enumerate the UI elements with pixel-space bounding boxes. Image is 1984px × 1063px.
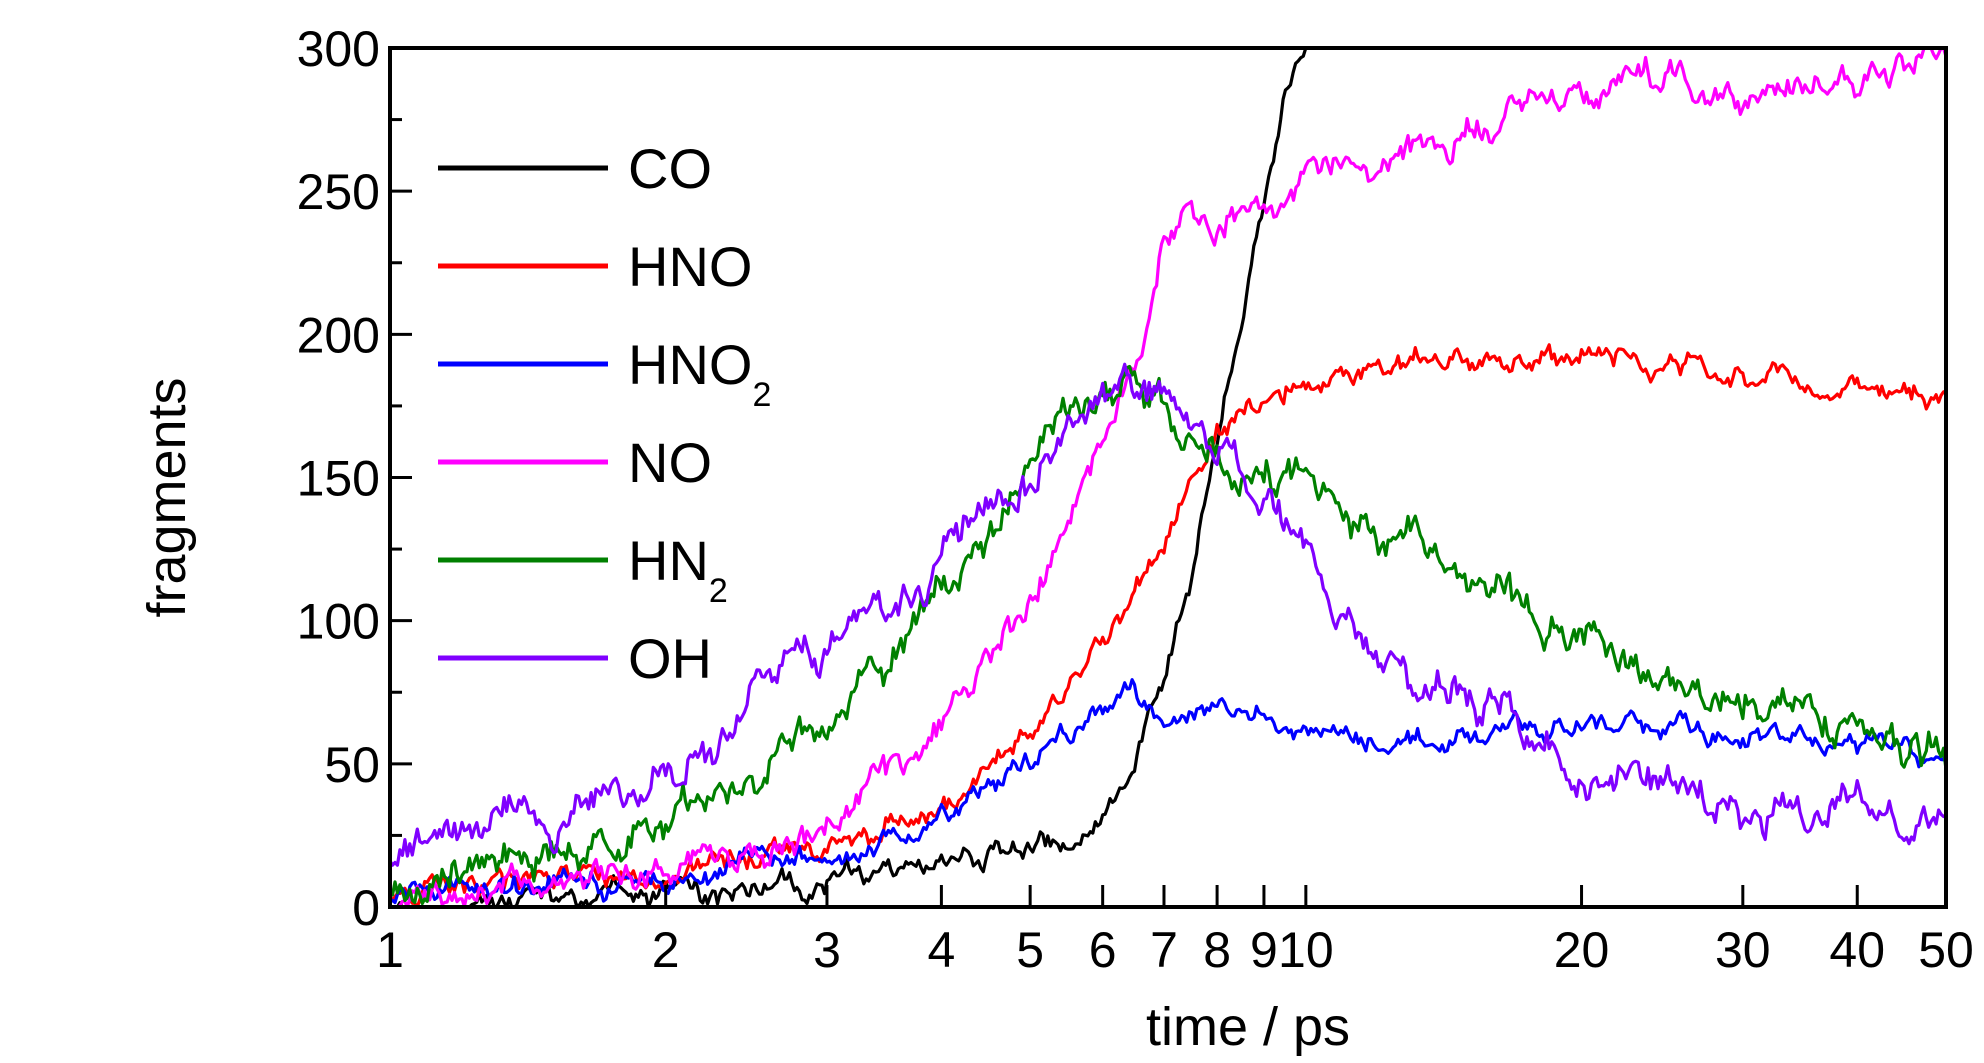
x-tick-label: 3 bbox=[813, 922, 841, 978]
x-tick-label: 8 bbox=[1203, 922, 1231, 978]
y-tick-label: 200 bbox=[297, 307, 380, 363]
x-tick-label: 9 bbox=[1250, 922, 1278, 978]
x-tick-label: 30 bbox=[1715, 922, 1771, 978]
y-tick-label: 0 bbox=[352, 880, 380, 936]
legend-label-hno: HNO bbox=[628, 235, 752, 298]
x-tick-label: 10 bbox=[1278, 922, 1334, 978]
legend-label-hn2: HN2 bbox=[628, 529, 728, 610]
x-tick-label: 50 bbox=[1918, 922, 1974, 978]
series-line-co bbox=[390, 47, 1308, 909]
y-tick-label: 50 bbox=[324, 737, 380, 793]
legend: CO HNO HNO2 NO HN2 OH bbox=[438, 137, 771, 690]
series-layer bbox=[388, 46, 1948, 909]
legend-label-co: CO bbox=[628, 137, 712, 200]
series-line-no bbox=[390, 46, 1948, 909]
plot-frame bbox=[388, 46, 1948, 909]
x-axis: 1 2 3 4 5 6 7 8 9 10 20 30 40 50 bbox=[376, 885, 1974, 978]
x-tick-label: 20 bbox=[1554, 922, 1610, 978]
y-tick-label: 100 bbox=[297, 594, 380, 650]
y-axis-title: fragments bbox=[137, 377, 197, 617]
y-tick-label: 300 bbox=[297, 21, 380, 77]
x-tick-label: 40 bbox=[1829, 922, 1885, 978]
legend-label-no: NO bbox=[628, 431, 712, 494]
x-tick-label: 7 bbox=[1150, 922, 1178, 978]
series-line-hn2 bbox=[388, 364, 1948, 906]
x-tick-label: 1 bbox=[376, 922, 404, 978]
x-tick-label: 5 bbox=[1016, 922, 1044, 978]
y-tick-label: 150 bbox=[297, 451, 380, 507]
legend-label-oh: OH bbox=[628, 627, 712, 690]
series-line-hno bbox=[388, 343, 1947, 909]
series-line-hno2 bbox=[389, 678, 1948, 905]
x-tick-label: 4 bbox=[927, 922, 955, 978]
y-axis: 0 50 100 150 200 250 300 bbox=[297, 21, 412, 936]
x-tick-label: 2 bbox=[652, 922, 680, 978]
x-tick-label: 6 bbox=[1089, 922, 1117, 978]
x-axis-title: time / ps bbox=[1146, 997, 1350, 1057]
legend-label-hno2: HNO2 bbox=[628, 333, 771, 414]
series-line-oh bbox=[388, 362, 1947, 867]
y-tick-label: 250 bbox=[297, 164, 380, 220]
